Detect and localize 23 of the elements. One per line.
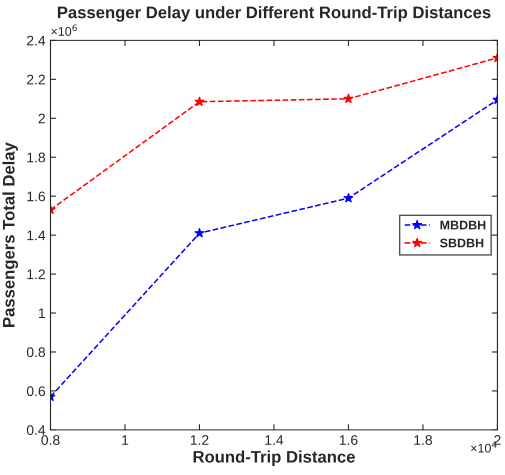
x-tick-label: 1.6 bbox=[340, 435, 358, 445]
y-axis-title: Passengers Total Delay bbox=[2, 142, 18, 327]
y-tick-label: 0.8 bbox=[26, 347, 46, 358]
y-tick-label: 0.4 bbox=[26, 425, 46, 436]
x-tick-label: 1 bbox=[122, 435, 128, 445]
y-tick-label: 1 bbox=[38, 308, 45, 318]
legend-label: MBDBH bbox=[440, 220, 486, 230]
chart-title: Passenger Delay under Different Round-Trip Distances bbox=[58, 6, 490, 22]
y-tick-label: 0.6 bbox=[26, 386, 46, 396]
y-tick-label: 1.2 bbox=[27, 269, 45, 280]
x-tick-label: 1.8 bbox=[414, 435, 432, 445]
y-tick-label: 2 bbox=[38, 114, 45, 124]
y-tick-label: 2.2 bbox=[27, 74, 45, 84]
x-tick-label: 2 bbox=[494, 435, 501, 445]
y-tick-label: 1.8 bbox=[27, 152, 46, 162]
x-tick-label: 1.2 bbox=[190, 435, 208, 445]
x-tick-label: 1.4 bbox=[265, 435, 284, 445]
y-tick-label: 1.6 bbox=[27, 192, 46, 202]
text: ×10$^{6}$ bbox=[51, 24, 77, 36]
legend-label: SBDBH bbox=[440, 238, 484, 248]
y-tick-label: 2.4 bbox=[27, 36, 46, 46]
x-axis-title: Round-Trip Distance bbox=[194, 450, 355, 466]
y-tick-label: 1.4 bbox=[27, 230, 46, 240]
